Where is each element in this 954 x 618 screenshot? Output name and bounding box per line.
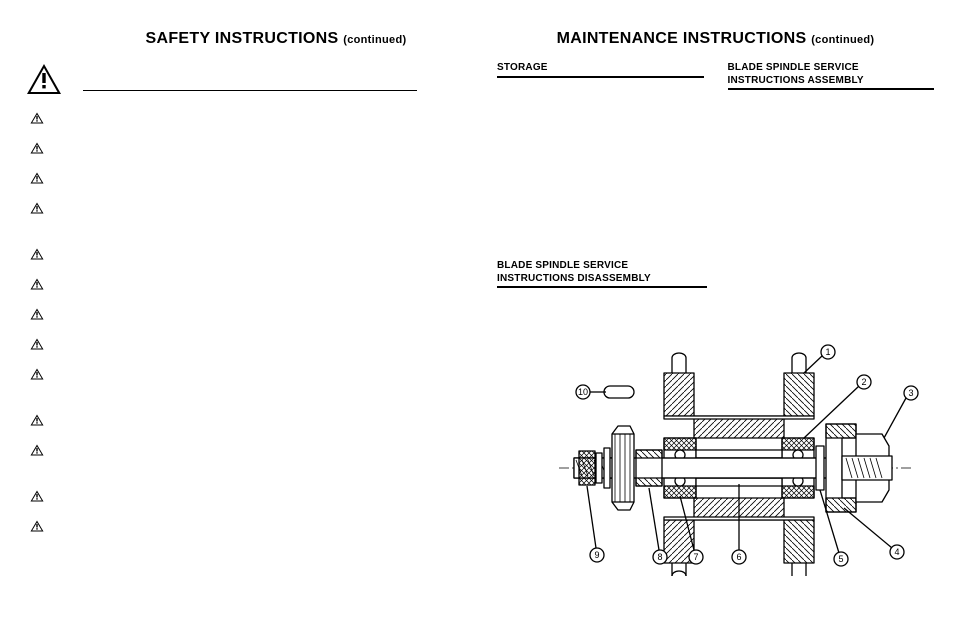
warning-icon — [30, 367, 44, 385]
warning-icon — [30, 277, 44, 295]
callout-2: 2 — [861, 377, 866, 387]
callout-7: 7 — [693, 552, 698, 562]
assembly-heading-l1: BLADE SPINDLE SERVICE — [728, 62, 859, 73]
maintenance-heading-main: MAINTENANCE INSTRUCTIONS — [557, 30, 807, 47]
warning-item — [25, 307, 457, 337]
storage-heading-text: STORAGE — [497, 62, 548, 73]
warning-icon — [30, 111, 44, 129]
callout-8: 8 — [657, 552, 662, 562]
callout-6: 6 — [736, 552, 741, 562]
warning-icon — [30, 443, 44, 461]
subheading-row: STORAGE BLADE SPINDLE SERVICE INSTRUCTIO… — [497, 62, 934, 100]
warning-item — [25, 443, 457, 489]
callout-9: 9 — [594, 550, 599, 560]
left-column: SAFETY INSTRUCTIONS (continued) — [20, 30, 477, 608]
warning-item — [25, 141, 457, 171]
warning-icon — [30, 337, 44, 355]
callout-10: 10 — [578, 387, 588, 397]
warning-item — [25, 247, 457, 277]
right-column: MAINTENANCE INSTRUCTIONS (continued) STO… — [477, 30, 934, 608]
callout-4: 4 — [894, 547, 899, 557]
warning-item — [25, 367, 457, 413]
storage-heading: STORAGE — [497, 62, 704, 78]
warning-icon — [30, 171, 44, 189]
warning-icon — [25, 62, 63, 101]
maintenance-heading: MAINTENANCE INSTRUCTIONS (continued) — [497, 30, 934, 48]
warning-item — [25, 337, 457, 367]
callout-3: 3 — [908, 388, 913, 398]
warning-item — [25, 171, 457, 201]
warning-rule — [83, 73, 417, 91]
disassembly-heading-l1: BLADE SPINDLE SERVICE — [497, 260, 628, 271]
warning-icon — [30, 519, 44, 537]
assembly-heading-l2: INSTRUCTIONS ASSEMBLY — [728, 75, 864, 86]
callout-1: 1 — [825, 347, 830, 357]
warning-icon — [30, 201, 44, 219]
safety-heading-main: SAFETY INSTRUCTIONS — [146, 30, 339, 47]
safety-heading: SAFETY INSTRUCTIONS (continued) — [25, 30, 457, 48]
spindle-diagram: 1 2 3 4 5 6 7 8 9 10 — [504, 338, 934, 578]
disassembly-heading: BLADE SPINDLE SERVICE INSTRUCTIONS DISAS… — [497, 260, 707, 288]
warning-list — [25, 111, 457, 549]
warning-icon — [30, 141, 44, 159]
page: SAFETY INSTRUCTIONS (continued) — [0, 0, 954, 618]
assembly-heading: BLADE SPINDLE SERVICE INSTRUCTIONS ASSEM… — [728, 62, 935, 90]
maintenance-heading-cont: (continued) — [811, 34, 874, 46]
safety-heading-cont: (continued) — [343, 34, 406, 46]
warning-icon — [30, 247, 44, 265]
callout-5: 5 — [838, 554, 843, 564]
warning-item — [25, 489, 457, 519]
warning-item — [25, 519, 457, 549]
warning-item — [25, 111, 457, 141]
warning-item — [25, 413, 457, 443]
warning-item — [25, 277, 457, 307]
big-warning-row — [25, 62, 457, 101]
warning-icon — [30, 413, 44, 431]
warning-item — [25, 201, 457, 247]
warning-icon — [30, 307, 44, 325]
disassembly-heading-l2: INSTRUCTIONS DISASSEMBLY — [497, 273, 651, 284]
warning-icon — [30, 489, 44, 507]
